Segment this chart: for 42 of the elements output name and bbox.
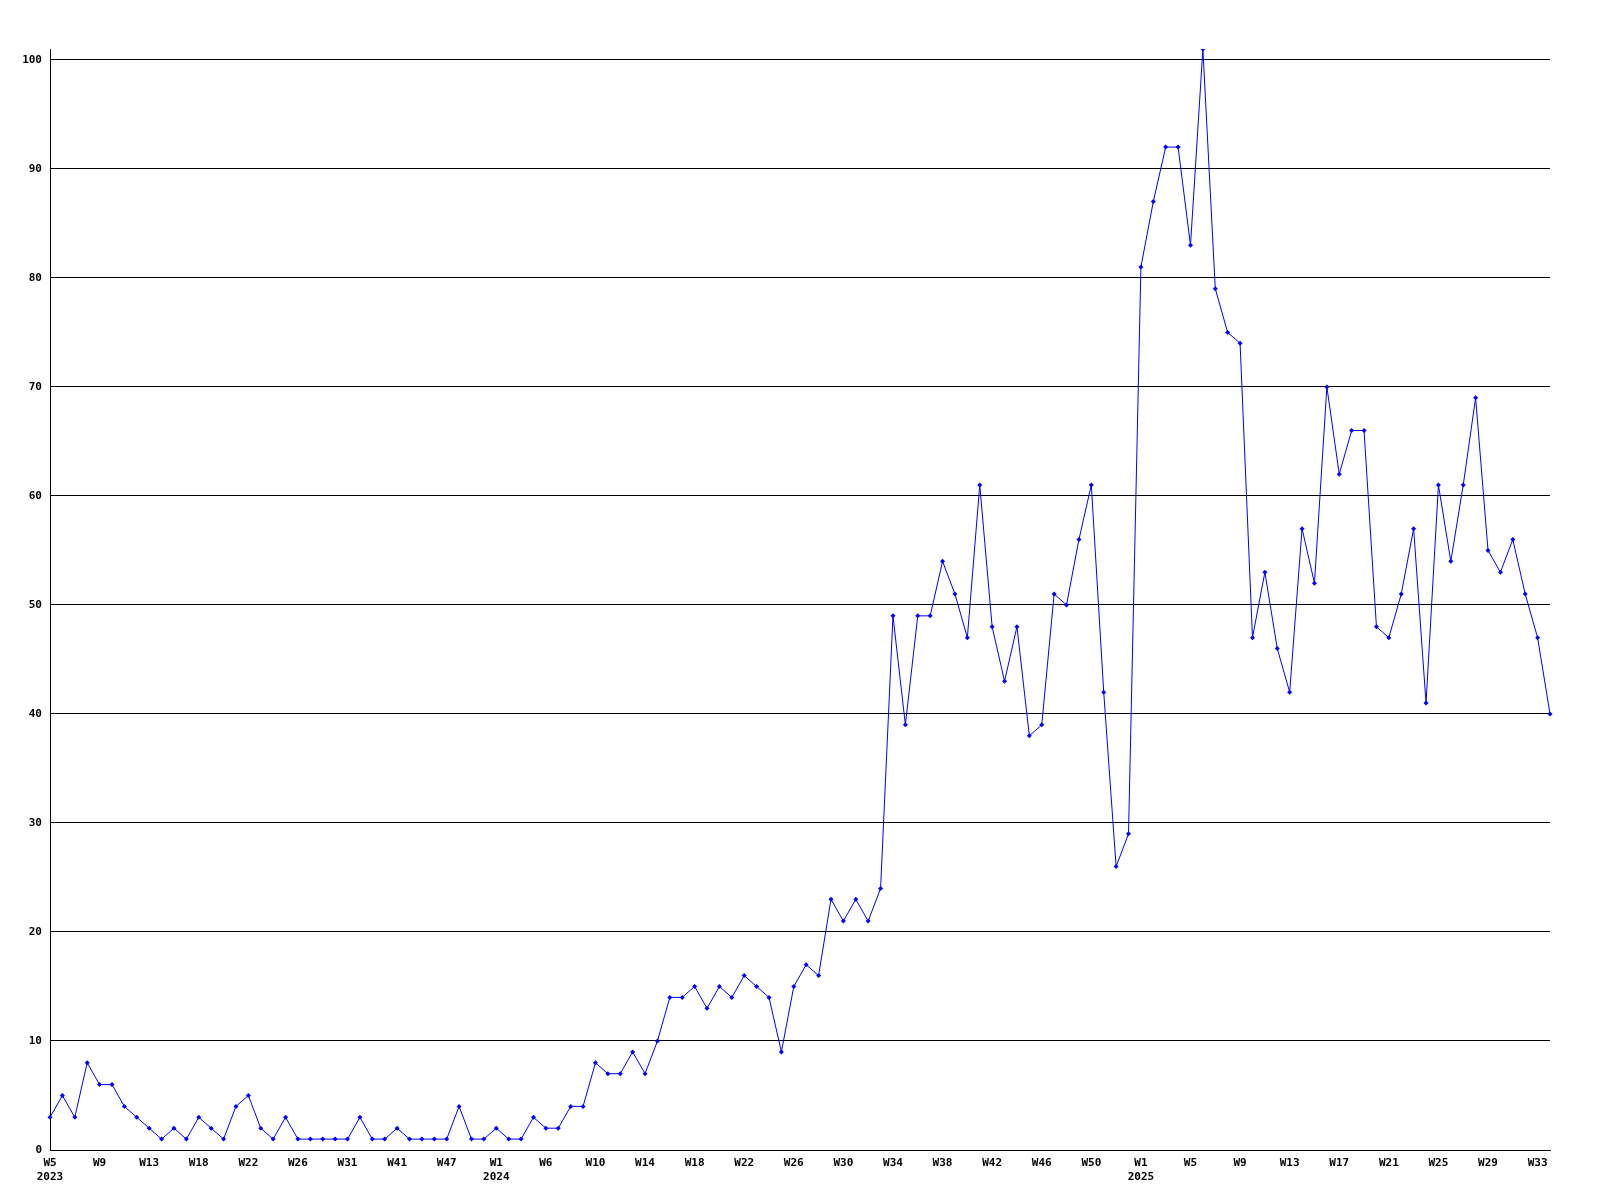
x-tick-label: W9 [1233, 1156, 1247, 1170]
x-tick-label: W41 [387, 1156, 408, 1170]
x-tick-label: W29 [1478, 1156, 1498, 1170]
x-tick-label: W47 [436, 1156, 457, 1170]
x-tick-label: W22 [734, 1156, 755, 1170]
x-tick-label: W33 [1527, 1156, 1548, 1170]
y-tick-label: 80 [28, 270, 42, 284]
x-tick-label: W1 2024 [483, 1156, 510, 1183]
x-tick-label: W21 [1378, 1156, 1400, 1170]
x-tick-label: W22 [238, 1156, 259, 1170]
x-tick-label: W5 [1183, 1156, 1198, 1170]
x-tick-label: W18 [684, 1156, 705, 1170]
x-tick-label: W1 2025 [1127, 1156, 1155, 1183]
x-tick-label: W13 [139, 1156, 160, 1170]
x-tick-label: W26 [288, 1156, 309, 1170]
y-tick-label: 60 [28, 488, 42, 502]
x-tick-label: W17 [1329, 1156, 1350, 1170]
x-tick-label: W26 [783, 1156, 805, 1170]
y-tick-label: 70 [28, 379, 42, 393]
x-tick-label: W30 [833, 1156, 854, 1170]
y-tick-label: 90 [28, 161, 42, 175]
x-tick-label: W34 [883, 1156, 904, 1170]
y-tick-label: 0 [35, 1142, 42, 1156]
y-tick-label: 20 [28, 924, 42, 938]
x-tick-label: W50 [1081, 1156, 1102, 1170]
x-tick-label: W5 2023 [36, 1156, 64, 1183]
x-tick-label: W46 [1031, 1156, 1053, 1170]
x-tick-label: W25 [1428, 1156, 1449, 1170]
x-tick-label: W18 [188, 1156, 209, 1170]
x-tick-label: W31 [337, 1156, 358, 1170]
x-tick-label: W10 [585, 1156, 606, 1170]
y-tick-label: 100 [22, 52, 42, 66]
y-tick-label: 50 [28, 597, 42, 611]
x-tick-label: W14 [635, 1156, 656, 1170]
x-tick-label: W38 [932, 1156, 953, 1170]
y-tick-label: 40 [28, 706, 42, 720]
y-tick-label: 30 [28, 815, 42, 829]
x-tick-label: W9 [92, 1156, 107, 1170]
x-tick-label: W42 [982, 1156, 1003, 1170]
y-tick-label: 10 [28, 1033, 42, 1047]
x-tick-label: W6 [539, 1156, 553, 1170]
x-tick-label: W13 [1279, 1156, 1300, 1170]
